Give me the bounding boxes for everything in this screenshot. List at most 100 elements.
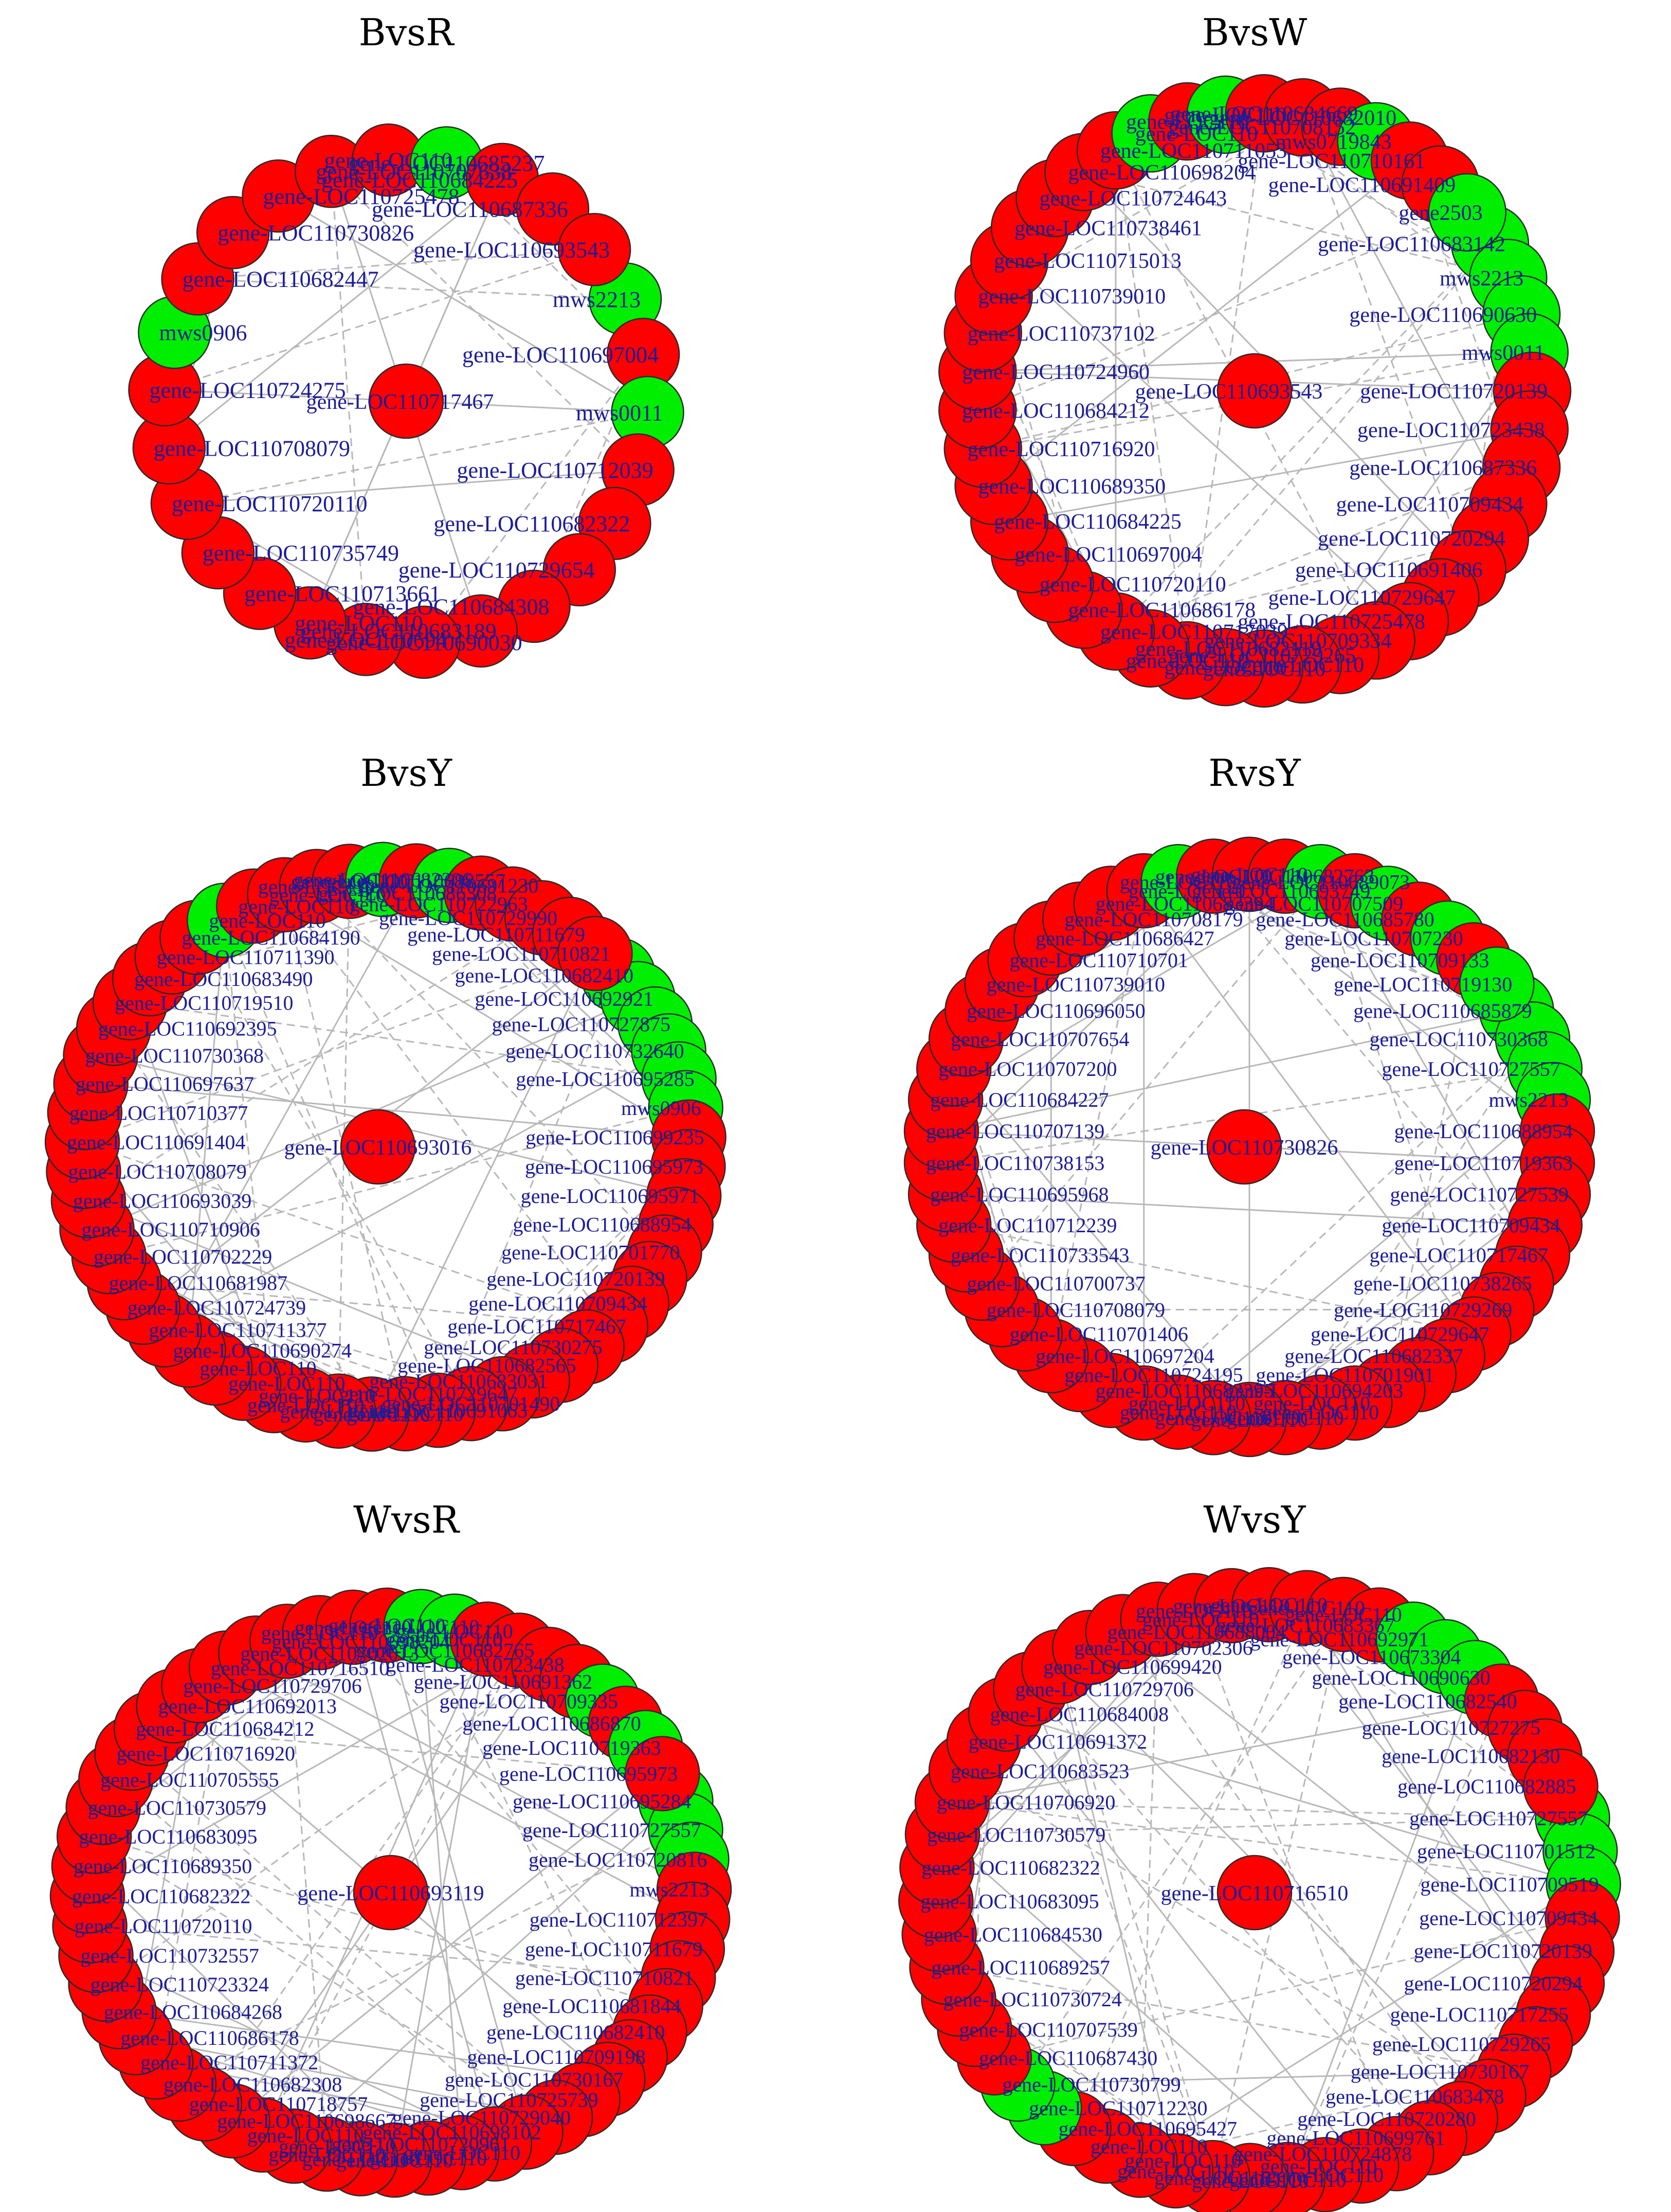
network-edge: [1306, 1607, 1554, 2015]
node-label: gene-LOC110: [268, 2143, 385, 2166]
network-edge: [1139, 1883, 1584, 2161]
node-label: gene-LOC110709335: [440, 1690, 618, 1713]
node-label: gene-LOC110727539: [1390, 1183, 1569, 1206]
node-label: gene-LOC110739010: [978, 285, 1166, 309]
node-label: gene-LOC110686308: [318, 882, 497, 905]
node-label: gene-LOC110711390: [157, 946, 335, 969]
network-edge: [977, 211, 1468, 411]
node-label: gene-LOC110: [324, 148, 452, 173]
node-label: gene-LOC110688954: [1394, 1120, 1573, 1143]
node-label: gene-LOC110719363: [482, 1736, 661, 1759]
node-label: gene-LOC110700737: [967, 1272, 1145, 1295]
node-label: gene-LOC110732557: [81, 1944, 259, 1967]
node-label: gene-LOC110: [347, 1402, 463, 1426]
node-label: gene-LOC110706920: [937, 1791, 1115, 1814]
hub-node: [1216, 1855, 1293, 1931]
node-label: gene-LOC110710701: [1010, 948, 1188, 972]
node-label: mws2213: [1488, 1088, 1569, 1111]
node-label: gene-LOC110: [329, 1614, 445, 1637]
node-label: gene-LOC110684268: [104, 2000, 282, 2023]
node-label: gene-LOC110717467: [1370, 1244, 1548, 1267]
hub-label: gene-LOC110730826: [1151, 1136, 1338, 1160]
node-label: gene-LOC110695285: [516, 1068, 694, 1091]
node-layer: gene-LOC110682410gene-LOC110692921gene-L…: [44, 841, 726, 1452]
node-label: gene-LOC110729265: [1372, 2033, 1551, 2056]
hub-label: gene-LOC110693119: [297, 1882, 484, 1905]
node-label: gene-LOC110719363: [1394, 1152, 1573, 1175]
node-label: mws0719843: [1275, 130, 1391, 154]
hub-label: gene-LOC110693016: [284, 1136, 472, 1160]
node-label: gene-LOC110724739: [128, 1296, 306, 1319]
node-label: gene-LOC110: [1241, 654, 1364, 677]
node-label: gene-LOC110720139: [1414, 1939, 1592, 1963]
node-label: gene-LOC110713661: [244, 581, 441, 606]
node-label: gene-LOC110690630: [1349, 303, 1537, 327]
node-label: gene-LOC110684212: [136, 1717, 314, 1740]
node-label: gene-LOC110683031: [369, 1370, 548, 1393]
node-label: gene-LOC110695973: [499, 1763, 678, 1786]
node-label: gene-LOC110695973: [525, 1155, 703, 1178]
node-label: gene-LOC110695427: [1059, 2117, 1237, 2141]
node-label: gene-LOC110729269: [1334, 1299, 1512, 1322]
node-label: gene-LOC110729990: [379, 907, 557, 930]
node-label: gene-LOC110720110: [172, 491, 367, 516]
network-edge: [197, 278, 626, 300]
network-edge: [953, 1068, 1250, 1420]
node-label: gene-LOC110708079: [68, 1160, 247, 1183]
node-label: gene-LOC110: [228, 1372, 345, 1395]
network-edge: [1320, 881, 1534, 1255]
node-label: gene-LOC110707638: [316, 159, 512, 185]
node-label: gene-LOC110: [1248, 1596, 1365, 1620]
node-label: gene-LOC110738153: [926, 1152, 1104, 1175]
node-label: gene-LOC110: [1192, 2169, 1309, 2192]
network-edge: [993, 160, 1410, 487]
node-label: gene-LOC110724643: [1040, 187, 1227, 211]
node-label: gene-LOC110701512: [1417, 1840, 1595, 1863]
node-label: gene-LOC110: [279, 2135, 395, 2158]
node-label: gene-LOC110687336: [372, 197, 568, 222]
node-label: gene-LOC110682540: [1338, 1690, 1517, 1713]
node-label: gene-LOC110730368: [1370, 1028, 1548, 1051]
node-label: gene-LOC110692971: [1250, 1628, 1429, 1651]
node-label: gene-LOC110687430: [979, 2046, 1157, 2070]
node-label: gene-LOC110: [370, 2147, 487, 2170]
node-label: gene-LOC110695971: [521, 1184, 699, 1208]
node-label: gene-LOC110711679: [525, 1937, 703, 1961]
node-label: gene-LOC110688954: [513, 1213, 691, 1236]
node-label: gene-LOC110: [1191, 1408, 1307, 1431]
node-label: gene-LOC110690030: [326, 630, 522, 655]
network-edge: [165, 248, 595, 391]
network-edge: [115, 1779, 526, 2133]
node-label: mws0011: [1462, 341, 1545, 365]
node-label: gene-LOC110723324: [90, 1973, 269, 1996]
network-edge: [88, 1200, 533, 1382]
node-label: gene-LOC110698204: [1068, 161, 1256, 185]
panel: WvsY gene-LOC110727557gene-LOC110701512g…: [898, 1498, 1621, 2212]
node-label: gene-LOC110707230: [1284, 927, 1463, 950]
network-edge: [982, 881, 1321, 1284]
node-label: gene-LOC110684225: [321, 167, 518, 192]
node-label: gene-LOC110697204: [1036, 1344, 1214, 1368]
network-edge: [88, 1865, 395, 2161]
network-edge: [423, 354, 644, 643]
panel: BvsY gene-LOC110682410gene-LOC110692921g…: [44, 751, 726, 1452]
network-edge: [330, 171, 367, 640]
node-label: gene-LOC110683095: [79, 1825, 257, 1848]
node-layer: gene-LOC110695284 gene-LOC110727557 gene-L…: [49, 1587, 732, 2198]
node-label: gene-LOC110681987: [109, 1271, 287, 1294]
node-label: gene-LOC110710161: [1238, 150, 1425, 173]
node-label: gene-LOC110689350: [978, 475, 1166, 498]
node-label: gene-LOC110730799: [1002, 2073, 1180, 2096]
node-label: gene-LOC110682410: [455, 964, 633, 987]
node-label: gene-LOC110697004: [1014, 543, 1202, 567]
network-edge: [1115, 150, 1377, 641]
network-edge: [983, 313, 1522, 449]
node-label: gene-LOC110689350: [74, 1855, 252, 1878]
network-edge: [316, 886, 665, 1253]
node-label: gene-LOC110686178: [120, 2026, 299, 2049]
node-label: gene-LOC110711372: [140, 2051, 318, 2074]
network-edge: [1396, 1917, 1583, 2154]
node-label: gene-LOC110: [1117, 2160, 1234, 2183]
hub-group: gene-LOC110693543: [1135, 353, 1322, 429]
